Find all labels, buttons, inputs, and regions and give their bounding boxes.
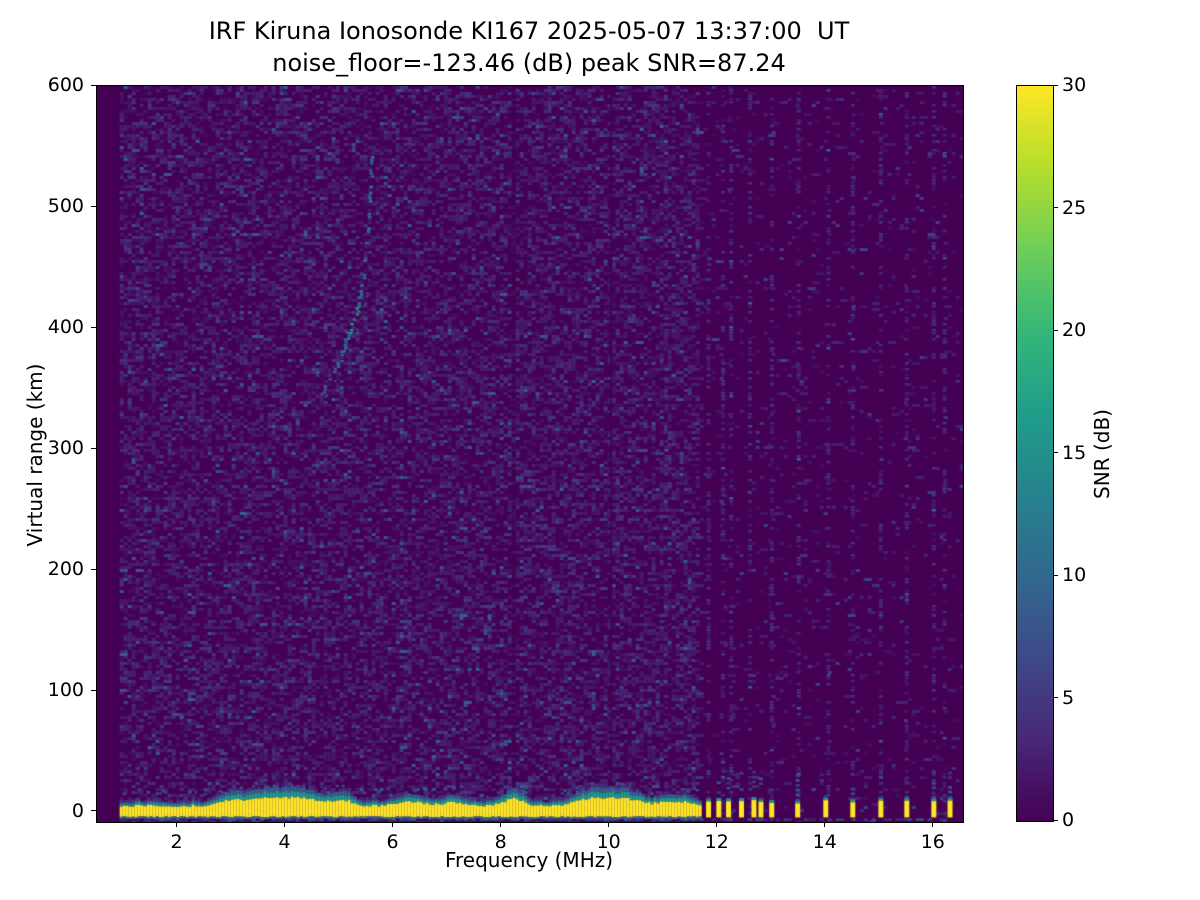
y-tick-label: 500 bbox=[47, 195, 84, 218]
colorbar-tick-label: 25 bbox=[1062, 196, 1087, 219]
x-tick-label: 4 bbox=[278, 831, 291, 853]
x-tick-label: 10 bbox=[596, 831, 621, 853]
x-tick-mark bbox=[716, 822, 718, 827]
x-tick-mark bbox=[392, 822, 394, 827]
x-tick-mark bbox=[500, 822, 502, 827]
ionogram-heatmap bbox=[97, 86, 963, 822]
x-tick-label: 8 bbox=[494, 831, 507, 853]
x-tick-mark bbox=[932, 822, 934, 827]
y-tick-label: 300 bbox=[47, 437, 84, 460]
y-tick-mark bbox=[91, 205, 96, 207]
y-tick-mark bbox=[91, 326, 96, 328]
y-tick-mark bbox=[91, 84, 96, 86]
x-tick-mark bbox=[824, 822, 826, 827]
chart-title: IRF Kiruna Ionosonde KI167 2025-05-07 13… bbox=[208, 17, 850, 45]
x-axis-label: Frequency (MHz) bbox=[444, 848, 614, 872]
colorbar-tick-mark bbox=[1053, 452, 1058, 453]
colorbar-tick-mark bbox=[1053, 574, 1058, 576]
colorbar bbox=[1016, 85, 1054, 822]
x-tick-label: 16 bbox=[920, 831, 945, 853]
y-tick-mark bbox=[91, 447, 96, 449]
x-tick-label: 14 bbox=[812, 831, 837, 853]
colorbar-tick-mark bbox=[1053, 329, 1058, 331]
colorbar-tick-label: 0 bbox=[1062, 809, 1075, 831]
x-tick-mark bbox=[284, 822, 286, 827]
colorbar-tick-label: 20 bbox=[1062, 319, 1087, 341]
colorbar-tick-label: 15 bbox=[1062, 441, 1087, 464]
x-tick-label: 6 bbox=[386, 831, 399, 853]
colorbar-tick-label: 5 bbox=[1062, 686, 1075, 709]
colorbar-tick-label: 30 bbox=[1062, 74, 1087, 96]
colorbar-tick-mark bbox=[1053, 207, 1058, 208]
y-tick-label: 600 bbox=[47, 74, 84, 97]
colorbar-tick-mark bbox=[1053, 697, 1058, 698]
y-tick-label: 200 bbox=[47, 558, 84, 581]
y-tick-label: 0 bbox=[71, 799, 84, 822]
colorbar-tick-mark bbox=[1053, 819, 1058, 821]
y-axis-label: Virtual range (km) bbox=[23, 363, 47, 547]
x-tick-label: 12 bbox=[704, 831, 729, 853]
chart-subtitle: noise_floor=-123.46 (dB) peak SNR=87.24 bbox=[272, 49, 786, 77]
colorbar-tick-mark bbox=[1053, 84, 1058, 86]
colorbar-tick-label: 10 bbox=[1062, 564, 1087, 586]
y-tick-mark bbox=[91, 568, 96, 570]
y-tick-label: 100 bbox=[47, 679, 84, 701]
y-tick-mark bbox=[91, 810, 96, 812]
x-tick-mark bbox=[608, 822, 610, 827]
colorbar-label: SNR (dB) bbox=[1090, 409, 1114, 499]
y-tick-label: 400 bbox=[47, 316, 84, 339]
x-tick-mark bbox=[175, 822, 177, 827]
plot-area bbox=[96, 85, 964, 823]
x-tick-label: 2 bbox=[170, 831, 183, 853]
y-tick-mark bbox=[91, 689, 96, 691]
